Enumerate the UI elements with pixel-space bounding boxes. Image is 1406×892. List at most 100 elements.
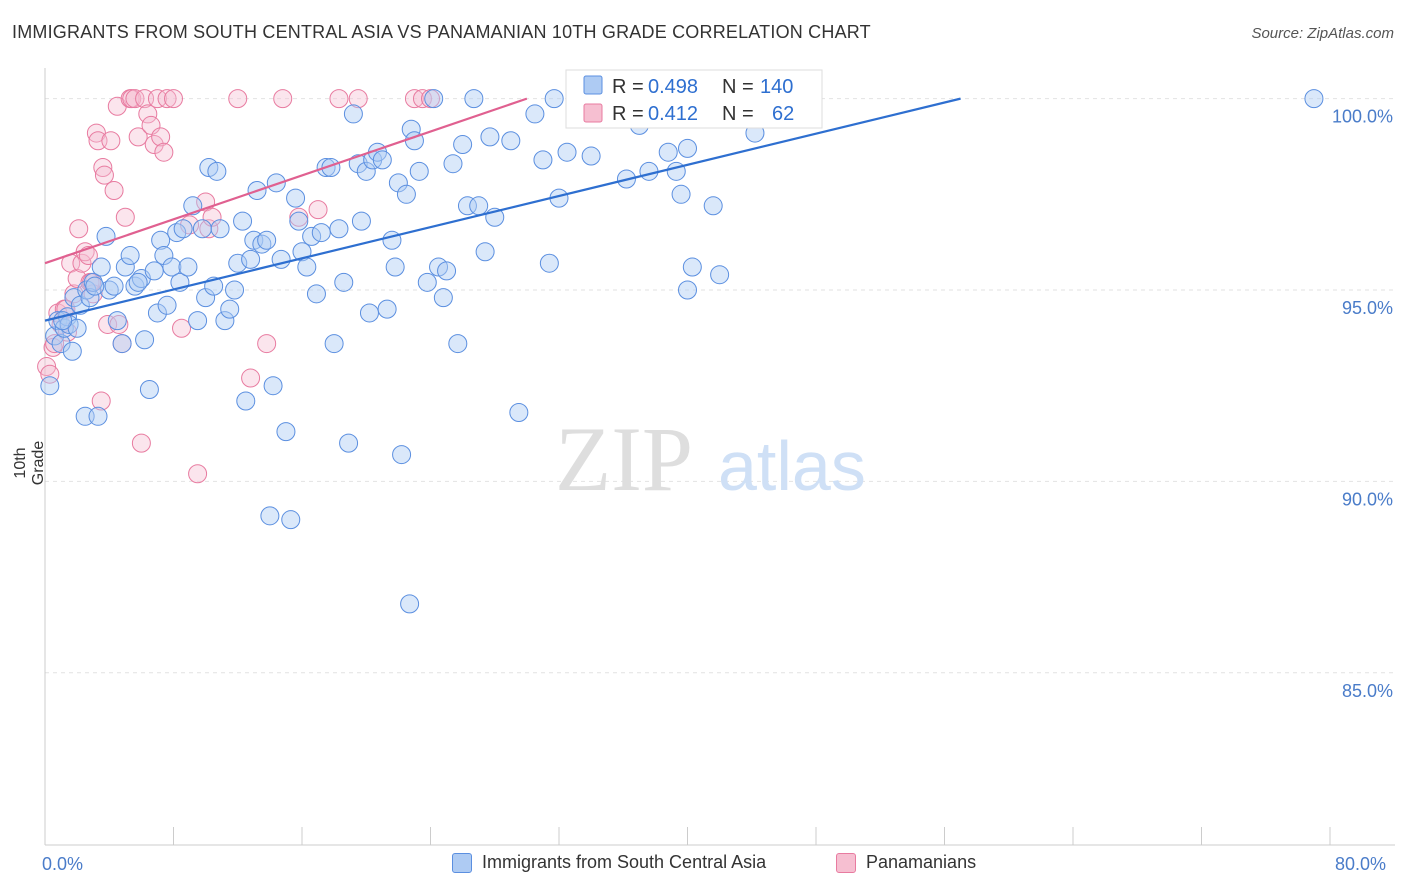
point-pan-57 bbox=[412, 89, 432, 109]
point-sca-77 bbox=[348, 154, 368, 174]
point-sca-104 bbox=[475, 242, 495, 262]
x-tick-label-min: 0.0% bbox=[42, 854, 83, 874]
point-sca-84 bbox=[377, 299, 397, 319]
legend-label-pink: Panamanians bbox=[866, 852, 977, 872]
point-sca-37 bbox=[178, 257, 198, 277]
point-sca-103 bbox=[469, 196, 489, 216]
point-sca-89 bbox=[396, 184, 416, 204]
point-sca-0 bbox=[40, 376, 60, 396]
point-pan-21 bbox=[98, 314, 118, 334]
point-sca-63 bbox=[286, 188, 306, 208]
point-sca-79 bbox=[356, 161, 376, 181]
point-sca-138 bbox=[85, 276, 105, 296]
point-sca-101 bbox=[457, 196, 477, 216]
legend-swatch-blue-bottom bbox=[452, 852, 472, 873]
point-pan-22 bbox=[101, 131, 121, 151]
point-pan-27 bbox=[115, 207, 135, 227]
point-pan-31 bbox=[128, 127, 148, 147]
point-sca-69 bbox=[311, 223, 331, 243]
point-sca-45 bbox=[210, 219, 230, 239]
point-sca-1 bbox=[45, 326, 65, 346]
x-tick-labels: 0.0% 80.0% bbox=[42, 854, 1386, 874]
point-sca-112 bbox=[544, 89, 564, 109]
y-tick-label-0: 100.0% bbox=[1332, 107, 1393, 127]
point-sca-26 bbox=[135, 330, 155, 350]
point-sca-58 bbox=[263, 376, 283, 396]
point-sca-93 bbox=[417, 272, 437, 292]
point-sca-116 bbox=[581, 146, 601, 166]
point-sca-13 bbox=[80, 288, 100, 308]
point-sca-96 bbox=[433, 288, 453, 308]
point-pan-36 bbox=[144, 135, 164, 155]
point-sca-61 bbox=[276, 422, 296, 442]
point-pan-54 bbox=[329, 89, 349, 109]
point-pan-0 bbox=[37, 357, 57, 377]
point-sca-83 bbox=[372, 150, 392, 170]
y-tick-label-1: 95.0% bbox=[1342, 298, 1393, 318]
watermark-zip: ZIP bbox=[555, 408, 693, 510]
point-sca-49 bbox=[228, 253, 248, 273]
point-pan-37 bbox=[147, 89, 167, 109]
point-pan-32 bbox=[131, 433, 151, 453]
legend-pink-r-label: R = bbox=[612, 103, 644, 125]
point-sca-73 bbox=[329, 219, 349, 239]
series-south-central-asia bbox=[40, 89, 1324, 614]
point-sca-23 bbox=[120, 246, 140, 266]
point-sca-62 bbox=[281, 510, 301, 530]
point-sca-88 bbox=[392, 445, 412, 465]
point-sca-97 bbox=[437, 261, 457, 281]
legend-pink-n-value: 62 bbox=[772, 103, 794, 125]
point-sca-39 bbox=[188, 311, 208, 331]
point-sca-22 bbox=[115, 257, 135, 277]
point-sca-46 bbox=[215, 311, 235, 331]
point-sca-52 bbox=[241, 249, 261, 269]
legend-swatch-blue bbox=[583, 75, 603, 95]
point-sca-20 bbox=[107, 311, 127, 331]
point-sca-7 bbox=[62, 341, 82, 361]
point-sca-57 bbox=[260, 506, 280, 526]
point-pan-19 bbox=[93, 158, 113, 178]
legend-swatch-pink bbox=[583, 103, 603, 123]
point-sca-86 bbox=[385, 257, 405, 277]
stats-legend: R = 0.498 N = 140 R = 0.412 N = 62 bbox=[565, 69, 823, 129]
legend-swatch-pink-bottom bbox=[836, 852, 856, 873]
point-sca-102 bbox=[464, 89, 484, 109]
legend-pink-r-value: 0.412 bbox=[648, 103, 698, 125]
point-sca-21 bbox=[112, 334, 132, 354]
point-sca-105 bbox=[480, 127, 500, 147]
source-label: Source: ZipAtlas.com bbox=[1251, 25, 1394, 42]
point-pan-20 bbox=[94, 165, 114, 185]
y-tick-label-3: 85.0% bbox=[1342, 681, 1393, 701]
point-pan-49 bbox=[241, 368, 261, 388]
point-sca-66 bbox=[297, 257, 317, 277]
point-pan-41 bbox=[164, 89, 183, 109]
point-sca-99 bbox=[448, 334, 468, 354]
chart-title: IMMIGRANTS FROM SOUTH CENTRAL ASIA VS PA… bbox=[12, 22, 871, 42]
legend-label-blue: Immigrants from South Central Asia bbox=[482, 852, 767, 872]
point-pan-30 bbox=[125, 89, 145, 109]
point-pan-61 bbox=[45, 334, 65, 354]
point-pan-50 bbox=[257, 334, 277, 354]
point-sca-100 bbox=[453, 135, 473, 155]
point-sca-74 bbox=[334, 272, 354, 292]
point-pan-23 bbox=[104, 180, 124, 200]
point-sca-36 bbox=[173, 219, 193, 239]
point-pan-10 bbox=[69, 219, 89, 239]
series-panamanians bbox=[37, 89, 440, 484]
legend-blue-r-value: 0.498 bbox=[648, 76, 698, 98]
point-sca-92 bbox=[409, 161, 429, 181]
point-sca-76 bbox=[343, 104, 363, 124]
point-sca-51 bbox=[236, 391, 256, 411]
point-sca-16 bbox=[91, 257, 111, 277]
point-sca-98 bbox=[443, 154, 463, 174]
point-sca-114 bbox=[557, 142, 577, 162]
legend-blue-n-value: 140 bbox=[760, 76, 793, 98]
point-sca-41 bbox=[196, 288, 216, 308]
y-tick-label-2: 90.0% bbox=[1342, 489, 1393, 509]
point-sca-126 bbox=[682, 257, 702, 277]
legend-item-pink: Panamanians bbox=[836, 852, 976, 873]
point-sca-40 bbox=[192, 219, 212, 239]
point-sca-124 bbox=[671, 184, 691, 204]
point-sca-68 bbox=[306, 284, 326, 304]
